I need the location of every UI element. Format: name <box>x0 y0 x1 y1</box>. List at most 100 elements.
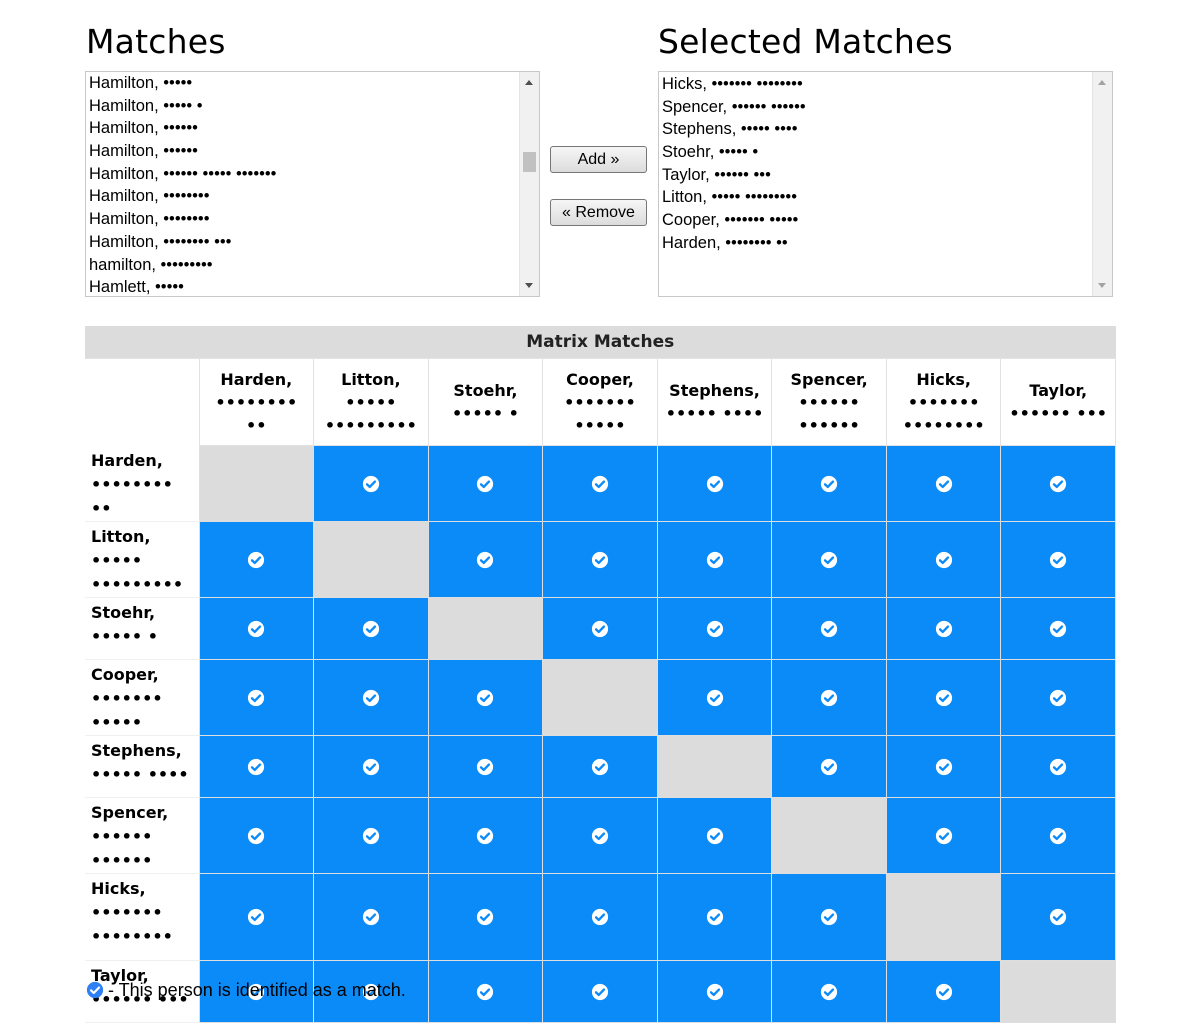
row-header-line: Harden, <box>91 450 163 470</box>
match-cell[interactable] <box>771 445 887 522</box>
remove-button[interactable]: « Remove <box>550 199 647 226</box>
match-cell[interactable] <box>1000 596 1116 660</box>
match-cell[interactable] <box>1000 658 1116 736</box>
add-button[interactable]: Add » <box>550 146 647 173</box>
match-cell[interactable] <box>771 520 887 598</box>
match-cell[interactable] <box>198 734 315 798</box>
match-cell[interactable] <box>198 520 315 598</box>
list-item[interactable]: Stephens, ••••• •••• <box>662 120 798 139</box>
match-cell[interactable] <box>313 734 429 798</box>
match-cell[interactable] <box>542 520 658 598</box>
check-circle-icon <box>477 689 494 706</box>
scroll-down-arrow-icon[interactable] <box>525 283 533 288</box>
list-item[interactable]: Hamlett, ••••• <box>89 278 184 297</box>
match-cell[interactable] <box>313 796 429 874</box>
check-circle-icon <box>820 620 838 637</box>
check-circle-icon <box>477 758 494 775</box>
match-cell[interactable] <box>1000 796 1116 874</box>
check-circle-icon <box>477 909 494 926</box>
match-cell[interactable] <box>198 658 315 736</box>
column-header-line: ••••••• ••••• <box>564 392 636 435</box>
matches-scrollbar[interactable] <box>519 72 539 296</box>
row-header: Spencer, •••••• •••••• <box>85 797 199 874</box>
match-cell[interactable] <box>427 959 544 1023</box>
legend-text: - This person is identified as a match. <box>108 979 406 1000</box>
match-cell[interactable] <box>427 658 544 736</box>
match-cell[interactable] <box>313 596 429 660</box>
list-item[interactable]: Hamilton, •••••••• ••• <box>89 232 232 251</box>
check-circle-icon <box>248 551 265 568</box>
match-cell[interactable] <box>198 796 315 874</box>
match-cell[interactable] <box>771 596 887 660</box>
match-cell[interactable] <box>656 520 773 598</box>
match-cell[interactable] <box>198 872 315 961</box>
match-cell[interactable] <box>656 959 773 1023</box>
selected-matches-listbox[interactable]: Hicks, ••••••• •••••••• Spencer, •••••• •… <box>658 71 1113 297</box>
match-cell[interactable] <box>427 872 544 961</box>
list-item[interactable]: Cooper, ••••••• ••••• <box>662 211 799 230</box>
match-cell[interactable] <box>885 734 1002 798</box>
list-item[interactable]: Hamilton, •••••••• <box>89 187 210 206</box>
match-cell[interactable] <box>198 596 315 660</box>
list-item[interactable]: Hicks, ••••••• •••••••• <box>662 75 803 93</box>
match-cell[interactable] <box>1000 520 1116 598</box>
match-cell[interactable] <box>427 445 544 522</box>
column-header: Stoehr, ••••• • <box>427 358 544 446</box>
match-cell[interactable] <box>542 959 658 1023</box>
list-item[interactable]: Taylor, •••••• ••• <box>662 165 771 184</box>
match-cell[interactable] <box>313 658 429 736</box>
list-item[interactable]: Hamilton, •••••• ••••• ••••••• <box>89 164 277 183</box>
match-cell[interactable] <box>542 872 658 961</box>
column-header-line: Stoehr, <box>453 381 518 400</box>
row-header-line: ••••••• <box>91 902 163 922</box>
scrollbar-thumb[interactable] <box>523 152 536 172</box>
match-cell[interactable] <box>542 796 658 874</box>
list-item[interactable]: Hamilton, ••••• <box>89 74 193 92</box>
match-cell[interactable] <box>771 734 887 798</box>
selected-matches-scrollbar[interactable] <box>1092 72 1112 296</box>
match-cell[interactable] <box>656 658 773 736</box>
match-cell[interactable] <box>771 658 887 736</box>
match-cell[interactable] <box>427 520 544 598</box>
match-cell[interactable] <box>885 796 1002 874</box>
scroll-up-arrow-icon[interactable] <box>525 80 533 85</box>
match-cell[interactable] <box>656 796 773 874</box>
match-cell[interactable] <box>1000 445 1116 522</box>
match-cell[interactable] <box>771 872 887 961</box>
match-cell[interactable] <box>427 796 544 874</box>
match-cell[interactable] <box>885 445 1002 522</box>
list-item[interactable]: Stoehr, ••••• • <box>662 143 759 162</box>
check-circle-icon <box>362 827 379 844</box>
match-cell[interactable] <box>542 734 658 798</box>
matches-listbox[interactable]: Hamilton, ••••• Hamilton, ••••• • Hamilton… <box>85 71 540 297</box>
selected-matches-heading: Selected Matches <box>658 22 953 61</box>
list-item[interactable]: hamilton, ••••••••• <box>89 255 213 274</box>
match-cell[interactable] <box>542 445 658 522</box>
list-item[interactable]: Hamilton, ••••• • <box>89 96 203 115</box>
match-cell[interactable] <box>1000 872 1116 961</box>
match-cell[interactable] <box>885 520 1002 598</box>
check-circle-icon <box>1050 475 1067 493</box>
match-cell[interactable] <box>313 445 429 522</box>
match-cell[interactable] <box>885 596 1002 660</box>
match-cell[interactable] <box>542 596 658 660</box>
match-cell[interactable] <box>885 959 1002 1023</box>
match-cell[interactable] <box>656 445 773 522</box>
match-cell[interactable] <box>771 959 887 1023</box>
match-cell[interactable] <box>427 734 544 798</box>
column-header: Stephens, ••••• •••• <box>656 358 773 446</box>
match-cell[interactable] <box>885 658 1002 736</box>
match-cell[interactable] <box>313 872 429 961</box>
list-item[interactable]: Hamilton, •••••••• <box>89 210 210 229</box>
list-item[interactable]: Spencer, •••••• •••••• <box>662 97 806 116</box>
list-item[interactable]: Hamilton, •••••• <box>89 142 198 161</box>
scroll-down-arrow-icon[interactable] <box>1098 283 1106 288</box>
list-item[interactable]: Litton, ••••• ••••••••• <box>662 188 797 207</box>
list-item[interactable]: Hamilton, •••••• <box>89 119 198 138</box>
match-cell[interactable] <box>656 872 773 961</box>
scroll-up-arrow-icon[interactable] <box>1098 80 1106 85</box>
match-cell[interactable] <box>1000 734 1116 798</box>
match-cell[interactable] <box>656 596 773 660</box>
list-item[interactable]: Harden, •••••••• •• <box>662 233 788 252</box>
column-header-line: •••••••• •• <box>215 392 298 435</box>
